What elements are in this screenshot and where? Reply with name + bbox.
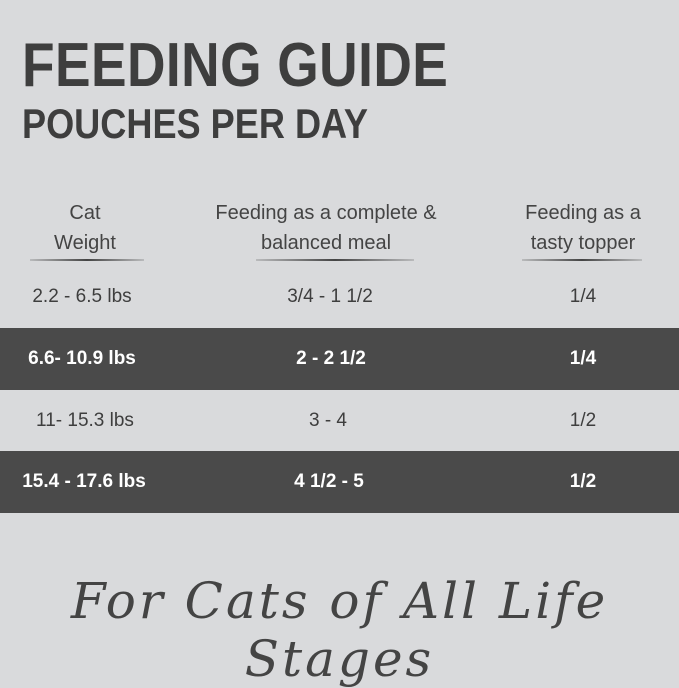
cell-weight: 2.2 - 6.5 lbs bbox=[32, 286, 132, 307]
table-row: 15.4 - 17.6 lbs 4 1/2 - 5 1/2 bbox=[0, 451, 679, 513]
header-line: tasty topper bbox=[530, 232, 636, 254]
header-topper: Feeding as a tasty topper bbox=[525, 198, 641, 258]
cell-weight: 11- 15.3 lbs bbox=[36, 410, 134, 431]
table-row: 6.6- 10.9 lbs 2 - 2 1/2 1/4 bbox=[0, 328, 679, 390]
header-line: Feeding as a complete & bbox=[215, 202, 437, 224]
header-line: Feeding as a bbox=[525, 202, 641, 224]
tagline: For Cats of All Life Stages bbox=[70, 572, 609, 688]
header-underline bbox=[256, 259, 414, 261]
table-row: 2.2 - 6.5 lbs 3/4 - 1 1/2 1/4 bbox=[0, 266, 679, 328]
page-subtitle: POUCHES PER DAY bbox=[22, 100, 368, 147]
cell-topper: 1/4 bbox=[569, 286, 597, 307]
table-row: 11- 15.3 lbs 3 - 4 1/2 bbox=[0, 390, 679, 452]
header-line: Weight bbox=[54, 232, 116, 254]
header-cat-weight: Cat Weight bbox=[54, 198, 116, 258]
cell-complete: 2 - 2 1/2 bbox=[296, 348, 366, 369]
cell-complete: 3/4 - 1 1/2 bbox=[287, 286, 373, 307]
cell-complete: 3 - 4 bbox=[308, 410, 348, 431]
header-complete-meal: Feeding as a complete & balanced meal bbox=[215, 198, 436, 258]
cell-complete: 4 1/2 - 5 bbox=[294, 471, 364, 492]
cell-weight: 15.4 - 17.6 lbs bbox=[22, 471, 146, 492]
cell-topper: 1/2 bbox=[569, 410, 597, 431]
header-line: Cat bbox=[69, 202, 101, 224]
page-title: FEEDING GUIDE bbox=[22, 31, 449, 100]
cell-topper: 1/2 bbox=[569, 471, 597, 492]
header-underline bbox=[522, 259, 642, 261]
cell-weight: 6.6- 10.9 lbs bbox=[28, 348, 136, 369]
cell-topper: 1/4 bbox=[569, 348, 597, 369]
header-line: balanced meal bbox=[260, 232, 392, 254]
header-underline bbox=[30, 259, 144, 261]
